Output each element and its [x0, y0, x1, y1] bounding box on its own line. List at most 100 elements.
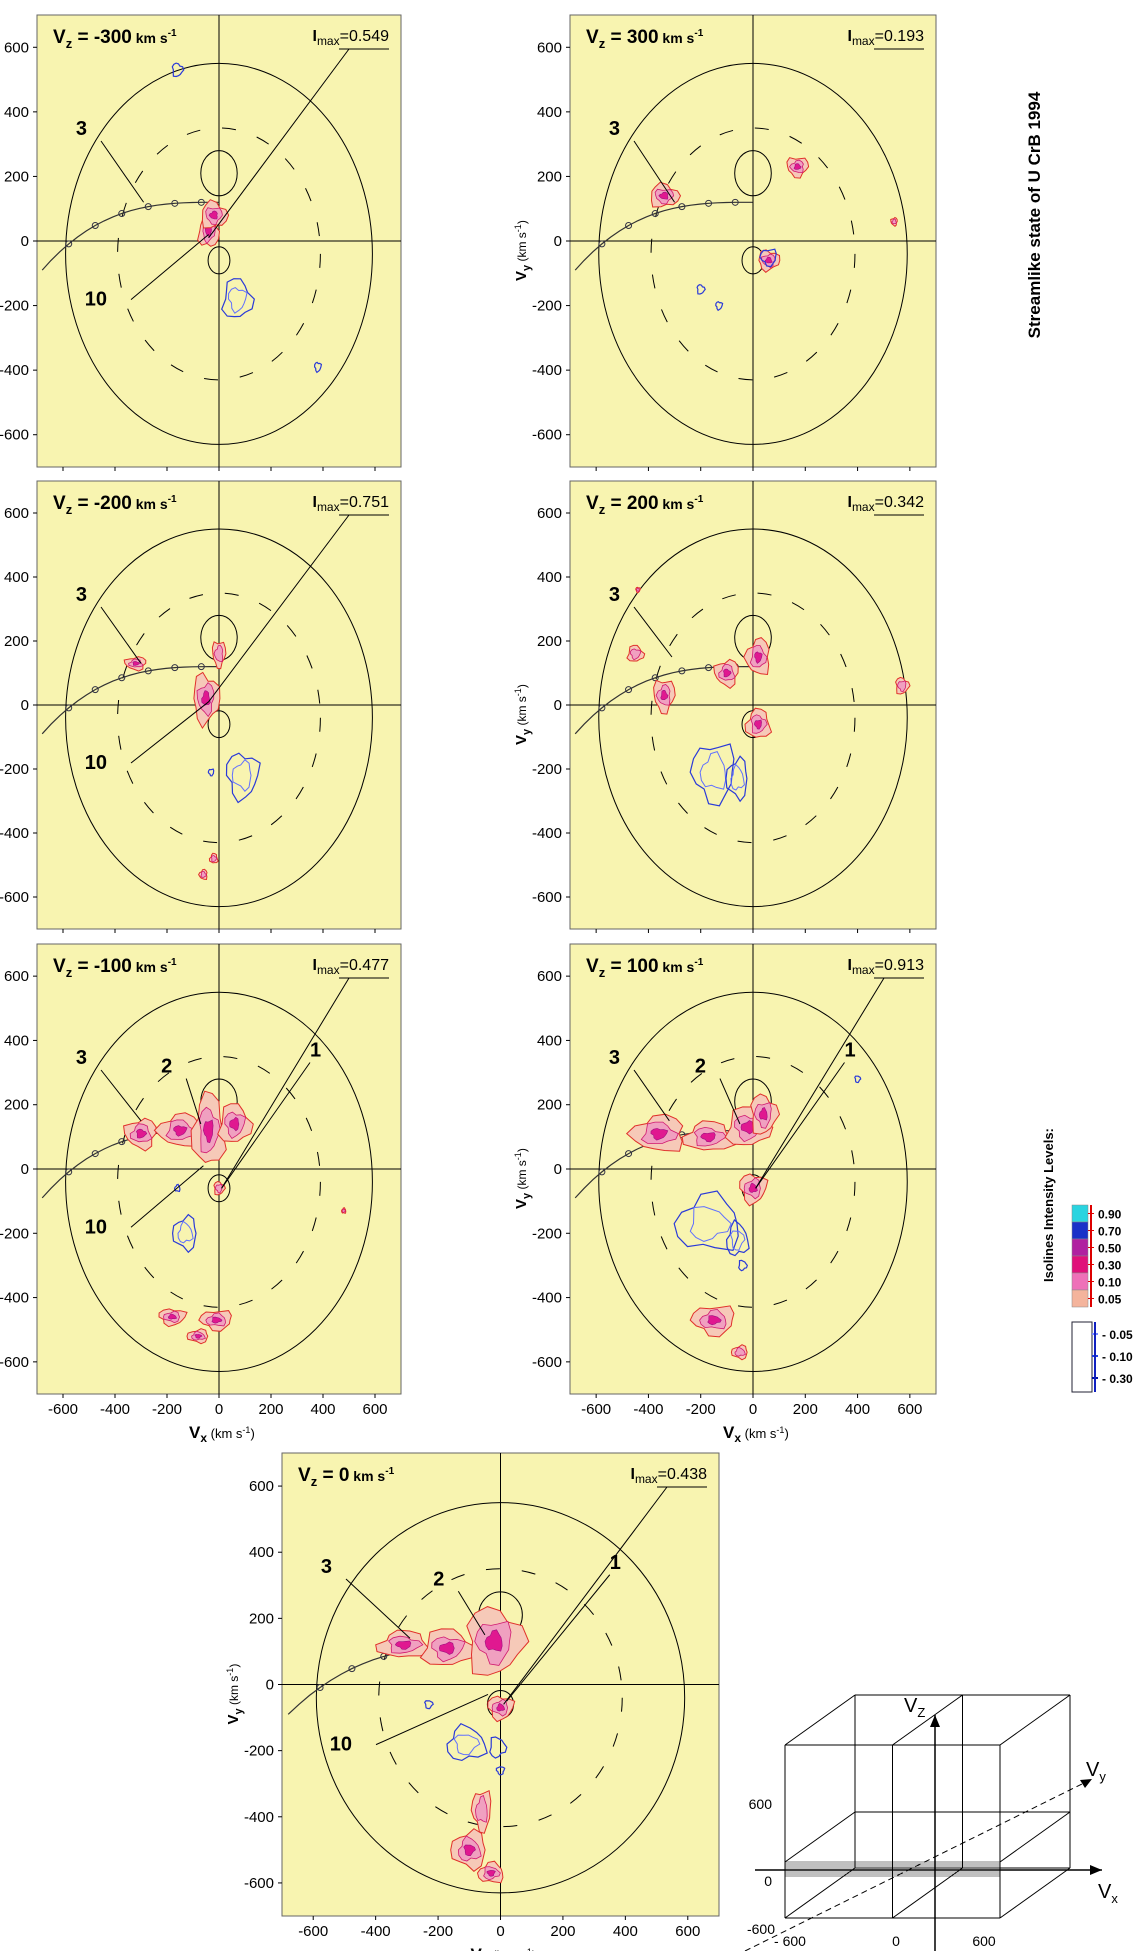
annotation-label: 3	[609, 118, 620, 140]
vz-label: Vz = 200 km s-1	[586, 493, 704, 517]
absorption-contour	[725, 755, 748, 803]
panel-plot-area	[37, 15, 401, 467]
imax-value: 0.342	[884, 494, 924, 511]
imax-value: 0.438	[667, 1466, 707, 1483]
x-tick-label: -200	[152, 1401, 182, 1418]
absorption-contour	[689, 743, 735, 807]
vz-unit-sup: -1	[385, 1466, 394, 1477]
y-tick-label: -600	[532, 889, 562, 906]
y-tick-label: 600	[4, 505, 29, 522]
outer-circle	[598, 528, 908, 908]
colorbar-swatch	[1071, 1272, 1089, 1291]
imax-sub: max	[635, 1472, 658, 1486]
y-tick-label: 0	[554, 233, 562, 250]
y-tick-label: 0	[554, 697, 562, 714]
emission-contour-inner	[229, 1116, 240, 1132]
imax-leader-line	[755, 977, 885, 1189]
outer-circle	[65, 528, 373, 908]
annotation-leader	[130, 701, 209, 764]
cube-x-main: V	[1098, 1881, 1112, 1903]
emission-contour-inner	[438, 1641, 455, 1655]
xlabel-unit-sup: -1	[524, 1947, 532, 1951]
emission-contour-inner	[748, 1182, 758, 1193]
x-tick-label: -400	[100, 1401, 130, 1418]
emission-contour-mid	[891, 218, 897, 225]
vz-sub: z	[599, 502, 606, 517]
emission-contour-inner	[394, 1640, 412, 1650]
cube-x-sub: x	[1111, 1891, 1118, 1906]
annotation-label: 1	[610, 1552, 621, 1574]
cube-z-arrow	[930, 1715, 940, 1727]
donor-circle	[200, 150, 238, 197]
x-tick-label: -600	[581, 1401, 611, 1418]
imax-prefix: I	[312, 28, 316, 45]
colorbar-swatch	[1071, 1255, 1089, 1274]
annotation-leader	[375, 1693, 489, 1746]
colorbar-negative-level: - 0.05	[1102, 1328, 1133, 1342]
ylabel-unit-sup: -1	[513, 1152, 523, 1160]
y-tick-label: 400	[537, 104, 562, 121]
stream-marker	[625, 222, 633, 230]
emission-contour-inner	[484, 1629, 503, 1652]
emission-contour-inner	[136, 1128, 148, 1139]
stream-marker	[171, 664, 179, 672]
xlabel-unit-close: )	[532, 1948, 536, 1951]
y-tick-label: -600	[532, 427, 562, 444]
cube-edge	[999, 1867, 1071, 1919]
vz-value: = -200	[72, 493, 132, 514]
annotation-label: 3	[76, 1047, 87, 1069]
vz-value: = 300	[605, 27, 658, 48]
cube-tick-z-600: 600	[749, 1796, 773, 1812]
imax-prefix: I	[312, 957, 316, 974]
imax-sub: max	[317, 500, 340, 514]
vz-unit: km s	[659, 496, 695, 512]
emission-contour-inner	[650, 1128, 669, 1141]
vz-prefix: V	[53, 27, 66, 48]
imax-equals: =	[875, 28, 884, 45]
stream-marker	[118, 1138, 126, 1146]
absorption-contour	[313, 361, 323, 374]
emission-contour-inner	[723, 668, 732, 678]
vz-label: Vz = -100 km s-1	[53, 956, 177, 980]
stream-trajectory	[41, 666, 219, 735]
imax-label: Imax=0.549	[312, 28, 389, 48]
outer-circle	[315, 1502, 686, 1894]
stream-marker	[197, 198, 205, 206]
x-tick-label: -600	[298, 1923, 328, 1940]
y-tick-label: -400	[532, 1290, 562, 1307]
ylabel-main: V	[513, 1199, 530, 1209]
vz-unit: km s	[659, 959, 695, 975]
dashed-circle	[117, 592, 321, 844]
y-tick-label: -400	[532, 825, 562, 842]
outer-circle	[598, 62, 908, 445]
vz-sub: z	[311, 1474, 318, 1489]
absorption-contour	[673, 1190, 739, 1251]
emission-contour-mid	[897, 680, 907, 693]
vz-unit-sup: -1	[168, 494, 177, 505]
cube-tick-x-0: 0	[892, 1933, 900, 1949]
absorption-contour	[715, 301, 724, 312]
x-tick-label: -200	[686, 1401, 716, 1418]
stream-marker	[705, 199, 713, 207]
y-tick-label: 200	[537, 168, 562, 185]
y-tick-label: 200	[4, 168, 29, 185]
absorption-contour-inner	[227, 287, 248, 314]
x-tick-label: -400	[633, 1401, 663, 1418]
stream-marker	[348, 1665, 356, 1673]
absorption-contour	[225, 752, 261, 804]
ylabel-unit: (km s	[515, 1160, 529, 1193]
emission-contour-mid	[734, 1346, 746, 1357]
absorption-contour	[171, 1213, 197, 1254]
vz-sub: z	[66, 502, 73, 517]
imax-equals: =	[340, 494, 349, 511]
cube-tick-x-600: 600	[972, 1933, 996, 1949]
vz-unit: km s	[132, 496, 168, 512]
vz-label: Vz = 0 km s-1	[298, 1465, 395, 1489]
annotation-label: 2	[433, 1568, 444, 1590]
stream-marker	[678, 203, 686, 211]
vz-prefix: V	[53, 956, 66, 977]
y-axis-label: Vy (km s-1)	[513, 1148, 533, 1209]
y-tick-label: -400	[532, 362, 562, 379]
y-tick-label: 400	[537, 1032, 562, 1049]
